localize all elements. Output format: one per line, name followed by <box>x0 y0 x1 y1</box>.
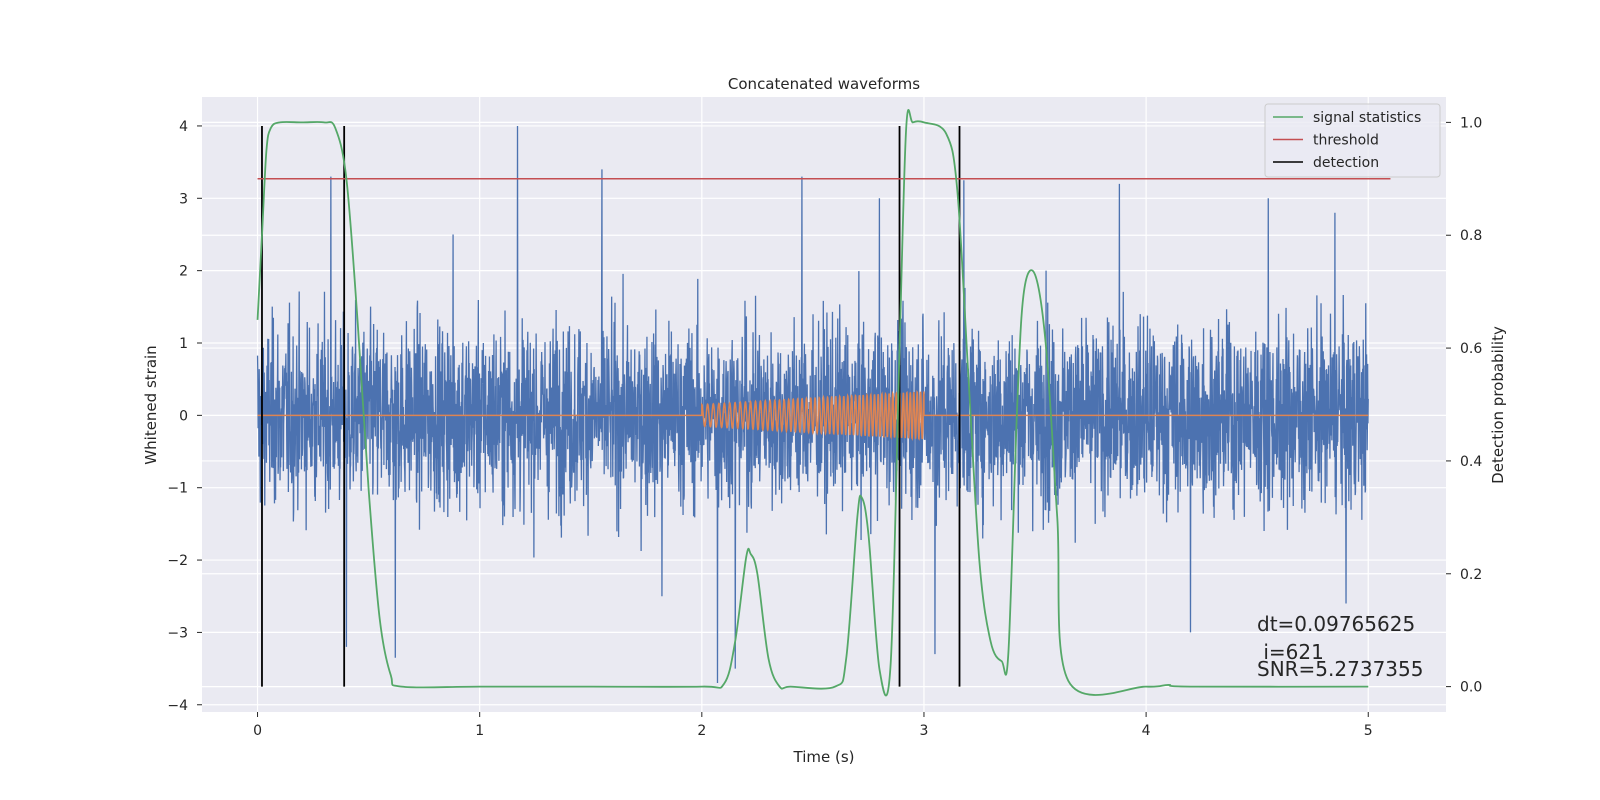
legend-label-threshold: threshold <box>1313 133 1379 149</box>
legend: signal statistics threshold detection <box>1264 103 1441 178</box>
y-tick-label-7: 3 <box>179 191 188 207</box>
y-tick-label-8: 4 <box>179 119 188 135</box>
y-axis-left: −4 −3 −2 −1 0 1 2 3 4 <box>167 119 202 714</box>
legend-box <box>1264 103 1441 178</box>
x-tick-label-0: 0 <box>253 723 262 739</box>
chart-title: Concatenated waveforms <box>728 75 920 93</box>
x-axis: 0 1 2 3 4 5 <box>253 712 1373 739</box>
y-tick-label-1: −3 <box>167 625 188 641</box>
x-tick-label-4: 4 <box>1142 723 1151 739</box>
y2-tick-label-4: 0.8 <box>1460 228 1482 244</box>
x-axis-label: Time (s) <box>793 748 855 766</box>
annotation-dt: dt=0.09765625 <box>1257 612 1415 636</box>
y-tick-label-6: 2 <box>179 264 188 280</box>
annotation-snr: SNR=5.2737355 <box>1257 657 1423 681</box>
template-series <box>257 390 1369 441</box>
signal-statistics-series <box>256 109 1369 697</box>
y-tick-label-3: −1 <box>167 481 188 497</box>
y2-tick-label-2: 0.4 <box>1460 454 1482 470</box>
signal-statistics-line <box>256 109 1369 697</box>
annotation-block: dt=0.09765625 i=621 SNR=5.2737355 <box>1257 612 1423 681</box>
legend-label-signal-statistics: signal statistics <box>1313 110 1421 126</box>
y-axis-right: 0.0 0.2 0.4 0.6 0.8 1.0 <box>1446 115 1482 696</box>
annotation-index: i=621 <box>1257 640 1324 664</box>
y-tick-label-0: −4 <box>167 698 188 714</box>
y2-axis-label: Detection probability <box>1489 326 1507 484</box>
y-tick-label-5: 1 <box>179 336 188 352</box>
x-tick-label-5: 5 <box>1364 723 1373 739</box>
y-tick-label-2: −2 <box>167 553 188 569</box>
x-tick-label-3: 3 <box>920 723 929 739</box>
x-tick-label-2: 2 <box>697 723 706 739</box>
y2-tick-label-0: 0.0 <box>1460 680 1482 696</box>
legend-label-detection: detection <box>1313 155 1379 171</box>
y-tick-label-4: 0 <box>179 408 188 424</box>
y2-tick-label-1: 0.2 <box>1460 567 1482 583</box>
y2-tick-label-3: 0.6 <box>1460 341 1482 357</box>
x-tick-label-1: 1 <box>475 723 484 739</box>
y2-tick-label-5: 1.0 <box>1460 115 1482 131</box>
y-axis-label: Whitened strain <box>142 345 160 464</box>
template-line <box>257 390 1369 441</box>
